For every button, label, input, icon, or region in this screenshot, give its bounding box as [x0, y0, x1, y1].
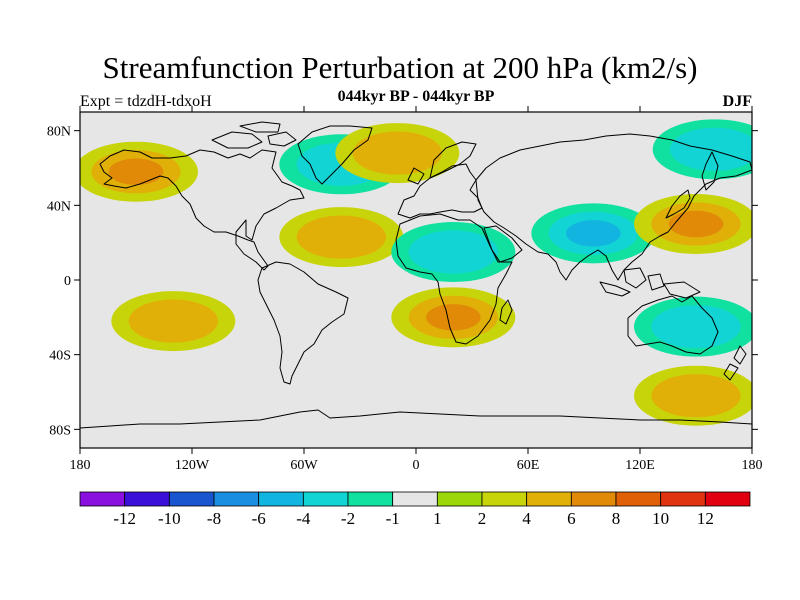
coastline-north-america	[99, 149, 305, 271]
colorbar-label: -4	[296, 509, 311, 528]
anomaly-12	[634, 365, 752, 426]
colorbar-label: 8	[612, 509, 621, 528]
coastline-japan	[665, 189, 691, 219]
x-tick-label: 120E	[625, 458, 655, 473]
coastline-arabia	[483, 225, 523, 263]
anomaly-contour	[108, 158, 164, 185]
colorbar-label: 12	[697, 509, 714, 528]
map-axes: 180 120W 60W 0 60E 120E 180 80N 40N 0 40S 80S	[47, 106, 763, 473]
colorbar-swatch	[302, 491, 349, 507]
coastline-maritime-continent	[599, 267, 701, 299]
colorbar-label: -12	[113, 509, 136, 528]
anomaly-6	[531, 203, 656, 264]
anomaly-8	[652, 119, 752, 180]
anomaly-4	[335, 123, 460, 184]
colorbar-swatch	[660, 491, 706, 507]
anomaly-contour	[352, 131, 442, 175]
coastline-arctic-islands	[211, 121, 297, 149]
period-label: 044kyr BP - 044kyr BP	[337, 88, 495, 105]
x-tick-label: 180	[742, 458, 763, 473]
coastline-kamchatka	[701, 151, 719, 191]
coastlines	[80, 121, 752, 429]
coastline-new-zealand	[723, 345, 747, 381]
colorbar-label: -10	[158, 509, 181, 528]
colorbar-swatch	[347, 491, 394, 507]
anomaly-contour	[296, 215, 386, 259]
colorbar-swatch	[615, 491, 662, 507]
anomaly-contour	[408, 230, 498, 274]
colorbar-swatch	[481, 491, 528, 507]
anomaly-9	[391, 287, 516, 348]
coastline-australia	[627, 295, 719, 355]
coastline-madagascar	[499, 299, 513, 325]
colorbar: -12 -10 -8 -6 -4 -2 -1 1 2 4 6 8 10 12	[79, 491, 751, 528]
colorbar-swatch	[392, 491, 438, 507]
coastline-asia	[475, 133, 752, 281]
anomaly-contour	[426, 304, 481, 331]
y-tick-label: 80S	[49, 423, 71, 438]
colorbar-swatch	[526, 491, 572, 507]
anomaly-11	[634, 296, 752, 357]
anomaly-5	[391, 222, 516, 282]
anomaly-3	[279, 207, 404, 268]
colorbar-label: -1	[386, 509, 400, 528]
colorbar-swatch	[79, 491, 126, 507]
page-title: Streamfunction Perturbation at 200 hPa (…	[102, 50, 698, 85]
anomaly-contour	[651, 305, 741, 349]
experiment-label: Expt = tdzdH-tdxoH	[80, 93, 212, 110]
colorbar-swatch	[704, 491, 751, 507]
colorbar-swatch	[570, 491, 617, 507]
colorbar-swatch	[213, 491, 260, 507]
y-tick-label: 80N	[47, 125, 71, 140]
anomaly-contour	[566, 220, 621, 247]
season-label: DJF	[722, 93, 752, 110]
x-tick-label: 60W	[290, 458, 318, 473]
coastline-africa	[395, 213, 513, 345]
anomaly-contour	[651, 374, 741, 418]
colorbar-swatch	[258, 491, 304, 507]
colorbar-label: 2	[478, 509, 487, 528]
x-tick-label: 60E	[517, 458, 540, 473]
coastline-antarctica	[80, 409, 752, 429]
colorbar-label: 10	[652, 509, 669, 528]
x-tick-label: 120W	[175, 458, 210, 473]
colorbar-swatch	[436, 491, 483, 507]
contour-fill-layer	[80, 119, 752, 426]
map-plot-area	[79, 111, 753, 449]
coastline-europe	[397, 163, 483, 219]
anomaly-contour	[670, 127, 752, 171]
colorbar-label: 6	[567, 509, 576, 528]
coastline-south-america	[257, 261, 349, 385]
colorbar-label: -8	[207, 509, 221, 528]
x-tick-label: 180	[70, 458, 91, 473]
x-tick-label: 0	[413, 458, 420, 473]
colorbar-label: -6	[252, 509, 266, 528]
y-tick-label: 40N	[47, 199, 71, 214]
anomaly-contour	[128, 299, 218, 343]
anomaly-7	[634, 194, 752, 254]
anomaly-10	[111, 291, 236, 352]
colorbar-label: 4	[522, 509, 531, 528]
coastline-greenland	[297, 125, 373, 185]
y-tick-label: 0	[64, 274, 71, 289]
anomaly-1	[80, 141, 198, 202]
anomaly-contour	[668, 210, 724, 238]
y-tick-label: 40S	[49, 349, 71, 364]
colorbar-label: 1	[433, 509, 442, 528]
colorbar-label: -2	[341, 509, 355, 528]
coastline-scandinavia	[429, 141, 477, 179]
colorbar-swatch	[168, 491, 215, 507]
colorbar-swatch	[124, 491, 170, 507]
